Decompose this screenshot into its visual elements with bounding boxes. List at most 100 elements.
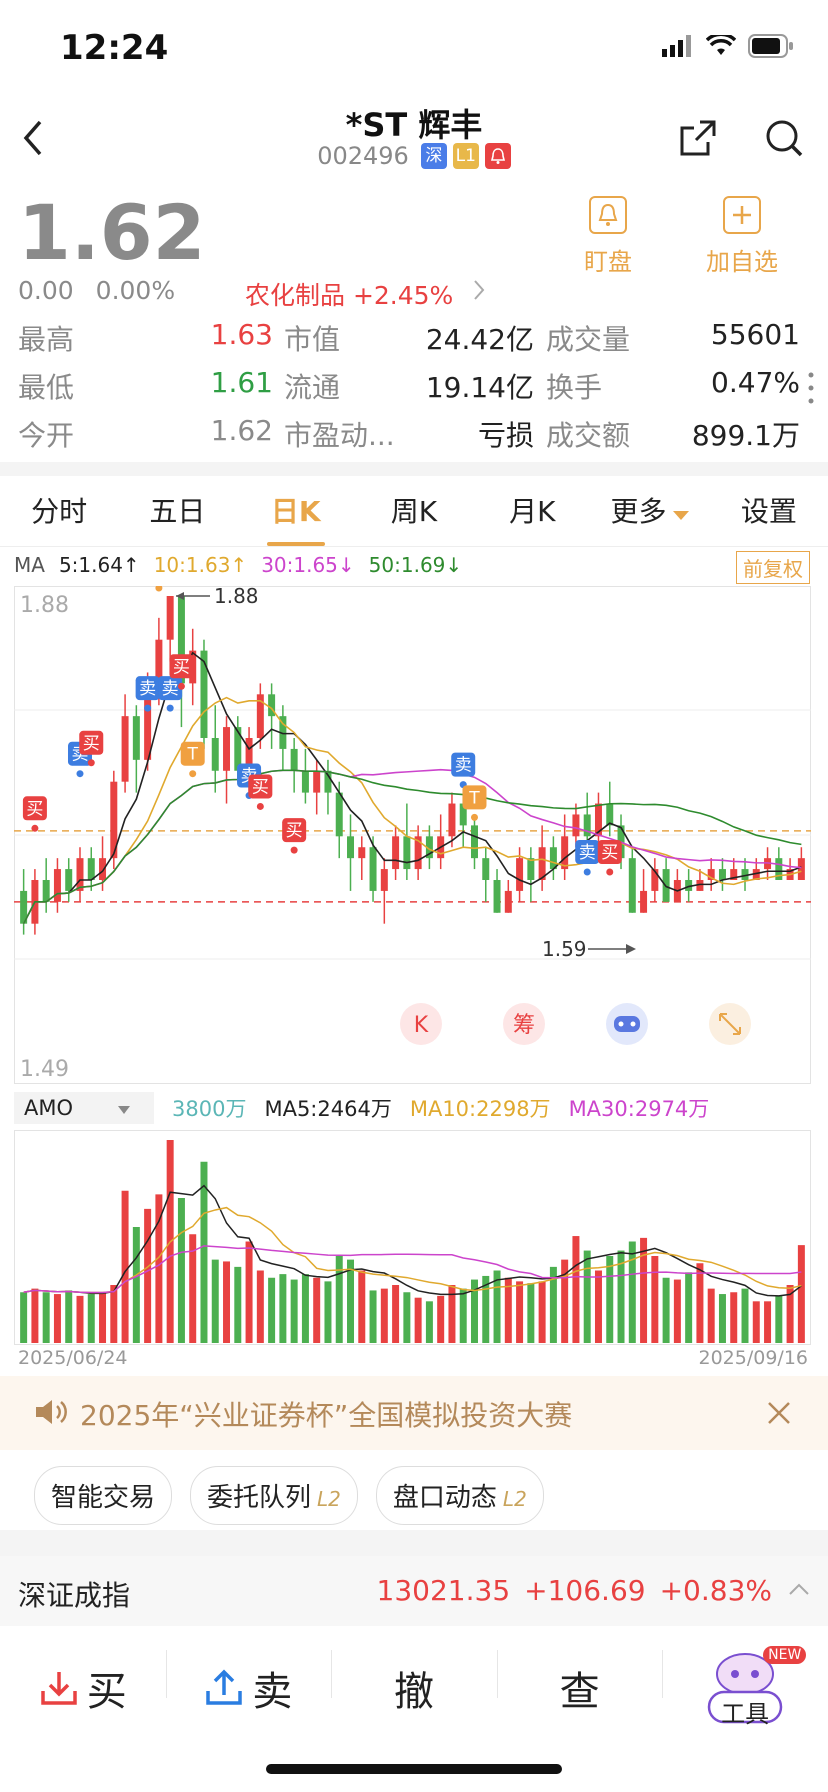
- query-button[interactable]: 查: [496, 1628, 663, 1748]
- index-percent: +0.83%: [659, 1574, 772, 1607]
- volume-bar: [764, 1301, 772, 1343]
- candle: [268, 683, 276, 749]
- start-date: 2025/06/24: [18, 1347, 128, 1369]
- promo-banner[interactable]: [0, 1376, 828, 1450]
- volume-bar: [775, 1295, 783, 1343]
- candle: [628, 847, 636, 913]
- volume-bar: [673, 1279, 681, 1343]
- end-date: 2025/09/16: [698, 1347, 808, 1369]
- search-button[interactable]: [764, 118, 804, 162]
- cancel-order-button[interactable]: 撤: [331, 1628, 497, 1748]
- volume-bar: [65, 1290, 73, 1343]
- candle: [662, 858, 670, 902]
- pill-label: 盘口动态: [392, 1483, 497, 1513]
- trade-marker[interactable]: 卖: [67, 741, 92, 778]
- adjust-toggle[interactable]: 前复权: [736, 551, 810, 584]
- tab-five-day[interactable]: 五日: [149, 495, 206, 528]
- volume-bar: [155, 1194, 163, 1343]
- tab-settings[interactable]: 设置: [740, 495, 797, 528]
- sector-link[interactable]: 农化制品 +2.45%: [245, 281, 454, 310]
- ma50-line: [22, 769, 802, 925]
- volume-bar: [504, 1277, 512, 1343]
- marker-label: 卖: [579, 843, 596, 863]
- volume-bar: [583, 1250, 591, 1343]
- stat-value: 19.14亿: [425, 371, 534, 404]
- trade-marker[interactable]: 买: [597, 840, 622, 876]
- trade-marker[interactable]: T: [180, 741, 205, 778]
- tab-weekly-k[interactable]: 周K: [390, 495, 438, 528]
- volume-bar: [132, 1227, 140, 1343]
- k-button[interactable]: K: [400, 1003, 442, 1045]
- add-watchlist-button[interactable]: 加自选: [706, 196, 778, 277]
- chevron-up-icon[interactable]: [788, 1574, 810, 1602]
- candle: [42, 858, 50, 913]
- watch-button[interactable]: 盯盘: [584, 196, 632, 277]
- volume-bar: [696, 1263, 704, 1343]
- trade-marker[interactable]: T: [147, 586, 171, 592]
- trade-marker[interactable]: 卖: [451, 752, 476, 789]
- volume-bar: [234, 1266, 242, 1343]
- stock-code: 002496: [317, 142, 409, 170]
- volume-bar: [211, 1259, 219, 1343]
- volume-bar: [752, 1301, 760, 1343]
- volume-bar: [335, 1256, 343, 1343]
- order-queue-pill[interactable]: 委托队列 L2: [190, 1466, 358, 1525]
- tab-more[interactable]: 更多: [591, 478, 709, 546]
- marker-label: 卖: [139, 679, 156, 699]
- candle: [425, 825, 433, 870]
- market-dynamics-pill[interactable]: 盘口动态 L2: [375, 1466, 544, 1525]
- amo-ma5: MA5:2464万: [264, 1097, 392, 1121]
- trade-marker[interactable]: 买: [79, 730, 104, 767]
- candlestick-chart[interactable]: 买卖买卖T卖买T卖买买卖T卖买 1.88 1.49 1.88 1.59 K 筹: [14, 586, 811, 1084]
- trade-marker[interactable]: T: [462, 785, 487, 821]
- volume-chart[interactable]: [14, 1130, 811, 1345]
- trade-marker[interactable]: 卖: [135, 676, 160, 712]
- marker-label: T: [468, 788, 480, 808]
- smart-trade-pill[interactable]: 智能交易: [34, 1466, 173, 1525]
- trade-marker[interactable]: 卖: [575, 840, 600, 876]
- ma30-value: 30:1.65↓: [261, 553, 355, 577]
- amo-select[interactable]: AMO: [14, 1092, 154, 1124]
- more-vertical-icon[interactable]: [806, 370, 816, 410]
- market-tag: 深: [420, 143, 447, 169]
- trade-marker[interactable]: 买: [169, 654, 194, 690]
- trade-marker[interactable]: 买: [22, 796, 47, 832]
- candle: [279, 705, 287, 771]
- tab-monthly-k[interactable]: 月K: [509, 495, 556, 528]
- marker-label: 卖: [455, 756, 472, 776]
- tab-daily-k[interactable]: 日K: [237, 478, 355, 546]
- chevron-left-icon: [23, 120, 42, 156]
- candle: [347, 814, 355, 891]
- pill-badge: L2: [502, 1487, 527, 1511]
- trade-marker[interactable]: 买: [282, 818, 307, 854]
- low-annotation: 1.59: [542, 937, 636, 961]
- index-change: +106.69: [524, 1574, 646, 1607]
- volume-bar: [313, 1277, 321, 1343]
- sell-button[interactable]: 卖: [165, 1628, 332, 1748]
- close-banner-button[interactable]: [766, 1392, 792, 1435]
- divider: [0, 1530, 828, 1556]
- gamepad-icon[interactable]: [606, 1003, 648, 1045]
- index-bar[interactable]: [0, 1556, 828, 1626]
- volume-bar: [470, 1279, 478, 1343]
- volume-bar: [572, 1236, 580, 1343]
- volume-bar: [662, 1277, 670, 1343]
- expand-icon[interactable]: [709, 1003, 751, 1045]
- candle: [797, 847, 805, 880]
- alert-bell-icon[interactable]: [484, 143, 511, 169]
- tab-more-label: 更多: [610, 495, 667, 528]
- tab-intraday[interactable]: 分时: [31, 495, 88, 528]
- trade-marker[interactable]: 卖: [158, 676, 183, 712]
- share-button[interactable]: [678, 118, 718, 162]
- tools-button[interactable]: 工具 NEW: [662, 1628, 828, 1748]
- buy-button[interactable]: 买: [0, 1628, 166, 1748]
- candle: [651, 858, 659, 902]
- candle: [403, 803, 411, 880]
- volume-bar: [301, 1274, 309, 1343]
- chip-button[interactable]: 筹: [503, 1003, 545, 1045]
- candle: [549, 836, 557, 880]
- y-max-label: 1.88: [20, 593, 69, 618]
- volume-bar: [482, 1275, 490, 1343]
- back-button[interactable]: [20, 118, 46, 162]
- trade-marker[interactable]: 买: [248, 774, 273, 810]
